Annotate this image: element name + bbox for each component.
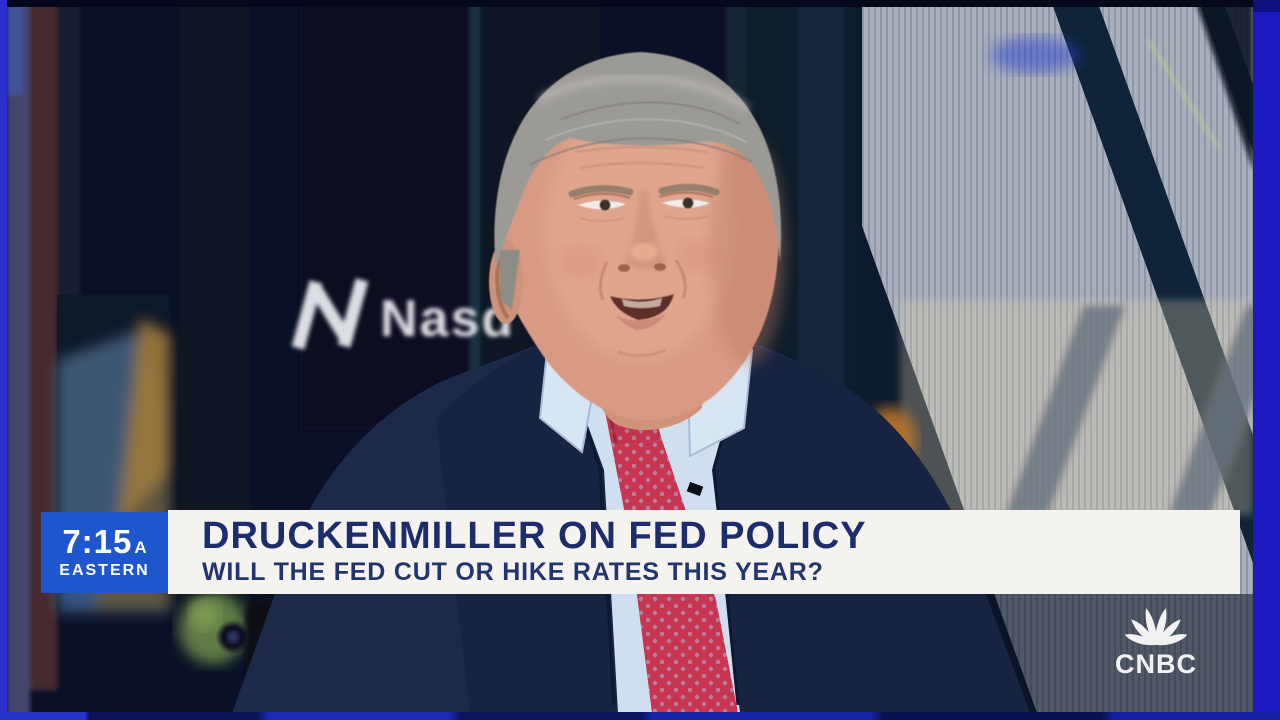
channel-bug: CNBC xyxy=(1108,601,1204,678)
eyes xyxy=(573,191,714,222)
hair xyxy=(494,52,782,270)
lower-third-banner: DRUCKENMILLER ON FED POLICY WILL THE FED… xyxy=(168,510,1240,594)
clock-zone: EASTERN xyxy=(59,562,150,579)
face xyxy=(489,52,786,421)
subheadline: WILL THE FED CUT OR HIKE RATES THIS YEAR… xyxy=(202,558,824,587)
headline: DRUCKENMILLER ON FED POLICY xyxy=(202,514,867,557)
mic-clip xyxy=(686,481,704,497)
nasdaq-sign: Nasd xyxy=(291,278,513,350)
nasdaq-logo-icon xyxy=(291,278,369,350)
clock-meridiem: A xyxy=(134,538,147,557)
time-box: 7:15 A EASTERN xyxy=(41,512,168,593)
left-wall-strips xyxy=(7,0,80,720)
clock-time: 7:15 xyxy=(62,523,133,560)
channel-logo-text: CNBC xyxy=(1115,649,1197,679)
nose xyxy=(618,190,666,272)
cnbc-peacock-icon xyxy=(1124,608,1188,646)
time-row: 7:15 A xyxy=(62,525,146,558)
eyebrows xyxy=(568,185,634,198)
mouth xyxy=(610,294,674,330)
